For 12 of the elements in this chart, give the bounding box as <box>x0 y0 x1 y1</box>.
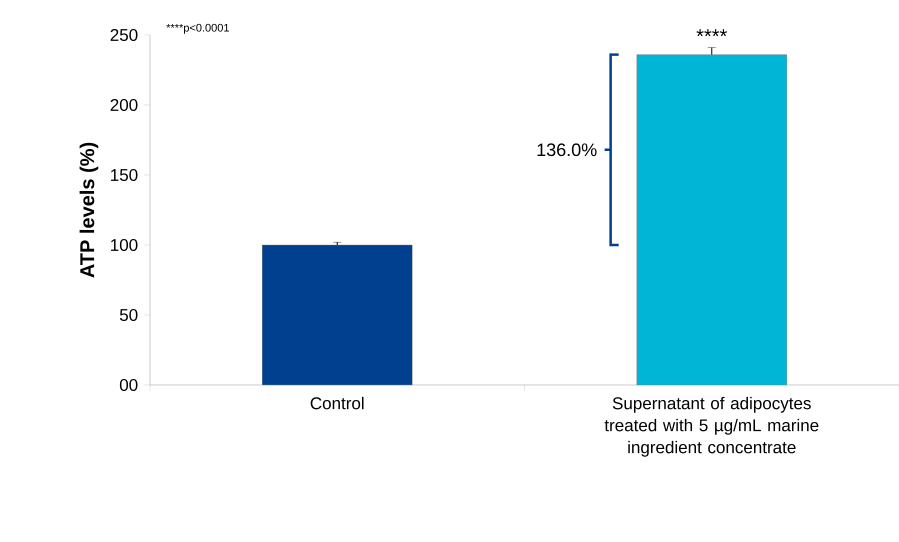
y-tick-label: 00 <box>120 378 138 392</box>
x-tick-label: Control <box>310 396 364 410</box>
y-axis-title: ATP levels (%) <box>80 142 98 278</box>
y-tick-label: 100 <box>111 238 138 252</box>
annotation: 136.0% <box>538 143 597 156</box>
y-tick-label: 250 <box>110 28 138 42</box>
y-tick-label: 150 <box>111 168 138 182</box>
x-tick-label: Supernatant of adipocytes treated with 5 µg/mL marine ingredient concentrate <box>604 396 818 457</box>
y-tick-label: 200 <box>110 98 138 112</box>
y-tick-label: 50 <box>120 308 138 322</box>
text: ****p<0.0001 <box>166 24 229 34</box>
annotation: **** <box>696 29 727 36</box>
